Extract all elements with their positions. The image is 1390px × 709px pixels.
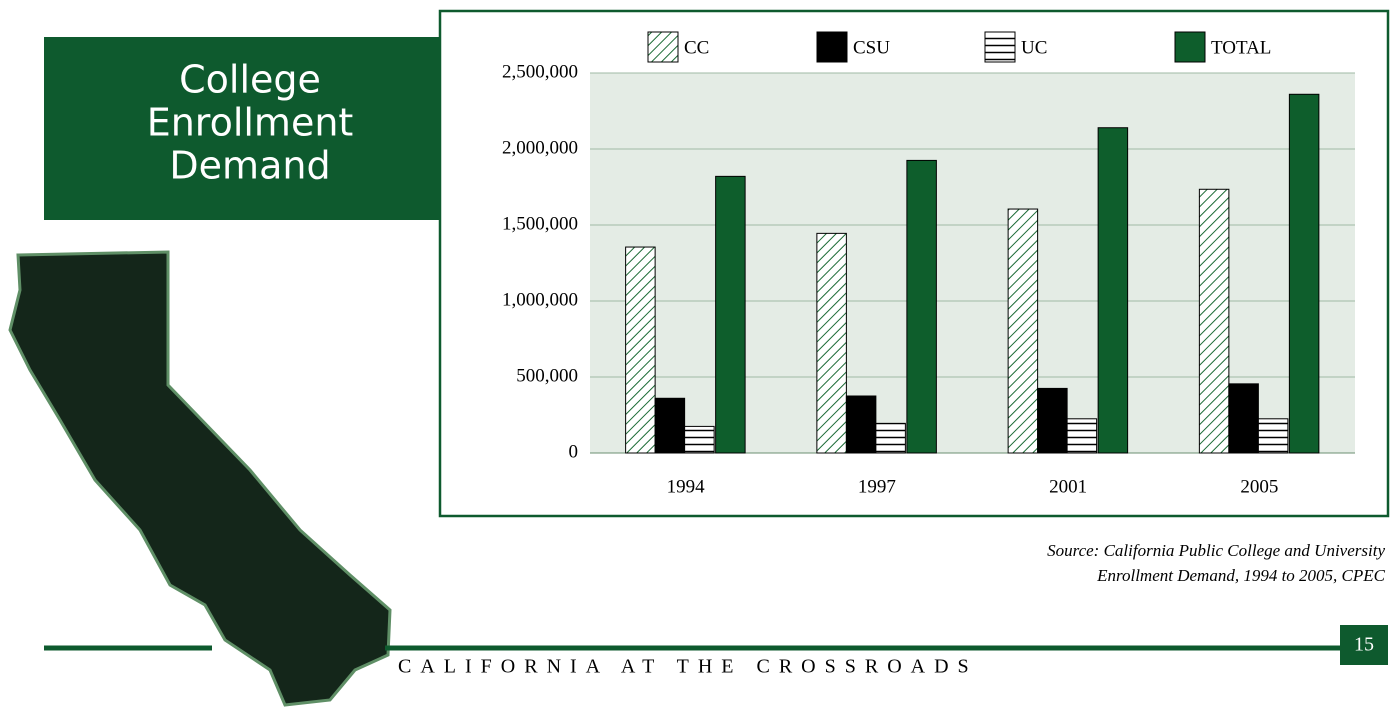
y-tick-label: 1,500,000 (502, 213, 578, 234)
bar (1228, 383, 1259, 454)
bar (625, 246, 656, 454)
source: Source: California Public College and Un… (1047, 541, 1385, 560)
california-map (8, 250, 392, 707)
y-tick-label: 1,000,000 (502, 289, 578, 310)
bar (684, 425, 715, 454)
chart: 0 500,000 1,000,000 1,500,000 2,000,000 2,500… (502, 31, 1355, 497)
y-tick-label: 500,000 (516, 365, 578, 386)
x-tick-label: 1997 (858, 476, 896, 497)
page-number: 15 (1354, 634, 1374, 656)
footer-text: CALIFORNIA AT THE CROSSROADS (398, 656, 978, 678)
bar (845, 395, 877, 454)
bar (654, 397, 686, 454)
bar (906, 159, 937, 454)
legend-swatch (647, 31, 679, 63)
bar (875, 422, 906, 454)
bar (1288, 93, 1320, 454)
title: College (179, 58, 321, 102)
title-box (44, 37, 445, 220)
bar (1198, 188, 1230, 454)
legend-label: CSU (853, 37, 890, 58)
x-tick-label: 2005 (1240, 476, 1278, 497)
x-tick-label: 1994 (667, 476, 706, 497)
legend-swatch (816, 31, 848, 63)
bar (816, 232, 847, 454)
title: Demand (169, 144, 330, 188)
bar (1066, 418, 1098, 454)
page-number-box (1340, 625, 1388, 665)
bar (1037, 387, 1068, 454)
legend-label: TOTAL (1211, 37, 1271, 58)
legend-swatch (984, 31, 1016, 63)
legend-label: CC (684, 37, 709, 58)
title: Enrollment (147, 101, 354, 145)
bar (1007, 208, 1039, 454)
bar (715, 175, 746, 454)
x-tick-label: 2001 (1049, 476, 1087, 497)
y-tick-label: 2,500,000 (502, 61, 578, 82)
source: Enrollment Demand, 1994 to 2005, CPEC (1096, 566, 1386, 585)
y-tick-label: 0 (569, 441, 579, 462)
legend-swatch (1174, 31, 1206, 63)
legend-label: UC (1021, 37, 1047, 58)
y-tick-label: 2,000,000 (502, 137, 578, 158)
bar (1257, 418, 1289, 454)
bar (1097, 127, 1129, 454)
